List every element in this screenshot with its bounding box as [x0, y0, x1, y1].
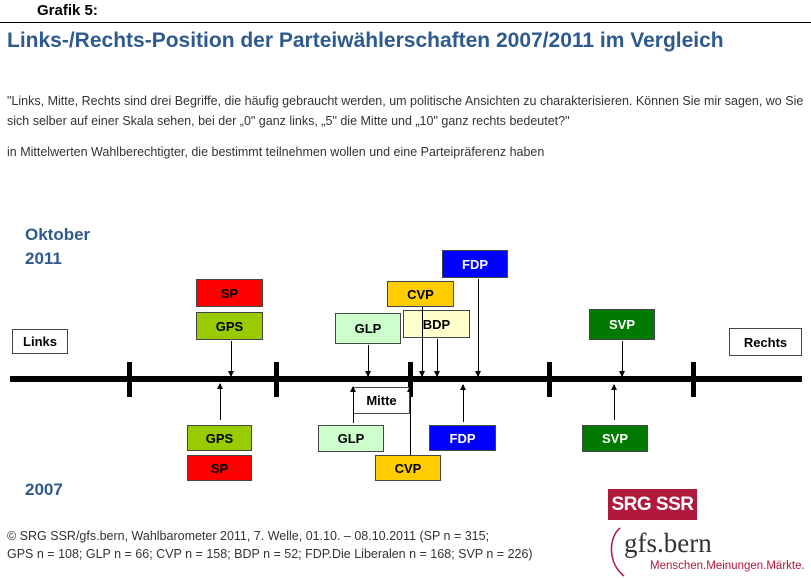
party-box-2007-gps: GPS — [187, 425, 252, 451]
party-box-2011-glp: GLP — [335, 313, 401, 344]
arrow-2011-fdp — [475, 279, 481, 377]
chart-title: Links-/Rechts-Position der Parteiwählers… — [7, 29, 724, 52]
period-label-2007: 2007 — [25, 480, 63, 499]
gfs-tagline: Menschen.Meinungen.Märkte. — [650, 560, 805, 572]
arrow-2011-cvp — [419, 307, 425, 377]
srg-ssr-logo: SRG SSR — [608, 489, 697, 520]
scale-tick — [274, 362, 279, 397]
arrow-2011-sp-gps — [228, 341, 234, 377]
source-note: © SRG SSR/gfs.bern, Wahlbarometer 2011, … — [7, 527, 533, 563]
divider — [0, 22, 811, 23]
figure-number: Grafik 5: — [37, 2, 98, 19]
arrow-2007-cvp — [407, 386, 413, 455]
source-line-1: © SRG SSR/gfs.bern, Wahlbarometer 2011, … — [7, 529, 490, 543]
party-box-2011-svp: SVP — [589, 309, 655, 340]
party-box-2007-fdp: FDP — [429, 425, 496, 451]
party-box-2011-fdp: FDP — [442, 250, 508, 278]
survey-question: "Links, Mitte, Rechts sind drei Begriffe… — [7, 94, 804, 128]
scale-tick — [127, 362, 132, 397]
period-label-2011: Oktober 2011 — [25, 225, 91, 268]
party-box-2011-gps: GPS — [196, 312, 263, 340]
party-box-2007-sp: SP — [187, 455, 252, 481]
scale-label-right: Rechts — [729, 328, 802, 356]
arrow-2007-glp — [350, 386, 356, 423]
arrow-2011-glp — [365, 345, 371, 377]
source-line-2: GPS n = 108; GLP n = 66; CVP n = 158; BD… — [7, 547, 533, 561]
party-box-2007-cvp: CVP — [375, 455, 441, 481]
arrow-2007-fdp — [460, 384, 466, 422]
party-box-2011-sp: SP — [196, 279, 263, 307]
arrow-2011-svp — [619, 341, 625, 377]
scale-tick — [547, 362, 552, 397]
scale-tick — [691, 362, 696, 397]
arrow-2011-bdp — [434, 339, 440, 377]
party-box-2011-bdp: BDP — [403, 310, 470, 338]
gfs-bern-logo: gfs.bern — [624, 528, 712, 558]
party-box-2011-cvp: CVP — [387, 281, 454, 307]
scale-tick — [408, 362, 413, 397]
party-box-2007-glp: GLP — [318, 425, 384, 452]
party-box-2007-svp: SVP — [582, 425, 648, 452]
scale-label-center: Mitte — [353, 387, 410, 414]
basis-note: in Mittelwerten Wahlberechtigter, die be… — [7, 145, 545, 159]
arrow-2007-svp — [611, 384, 617, 420]
scale-label-left: Links — [12, 329, 68, 354]
gfs-logo-arc-icon — [610, 527, 625, 577]
arrow-2007-gps-sp — [217, 383, 223, 420]
scale-axis — [10, 376, 802, 382]
